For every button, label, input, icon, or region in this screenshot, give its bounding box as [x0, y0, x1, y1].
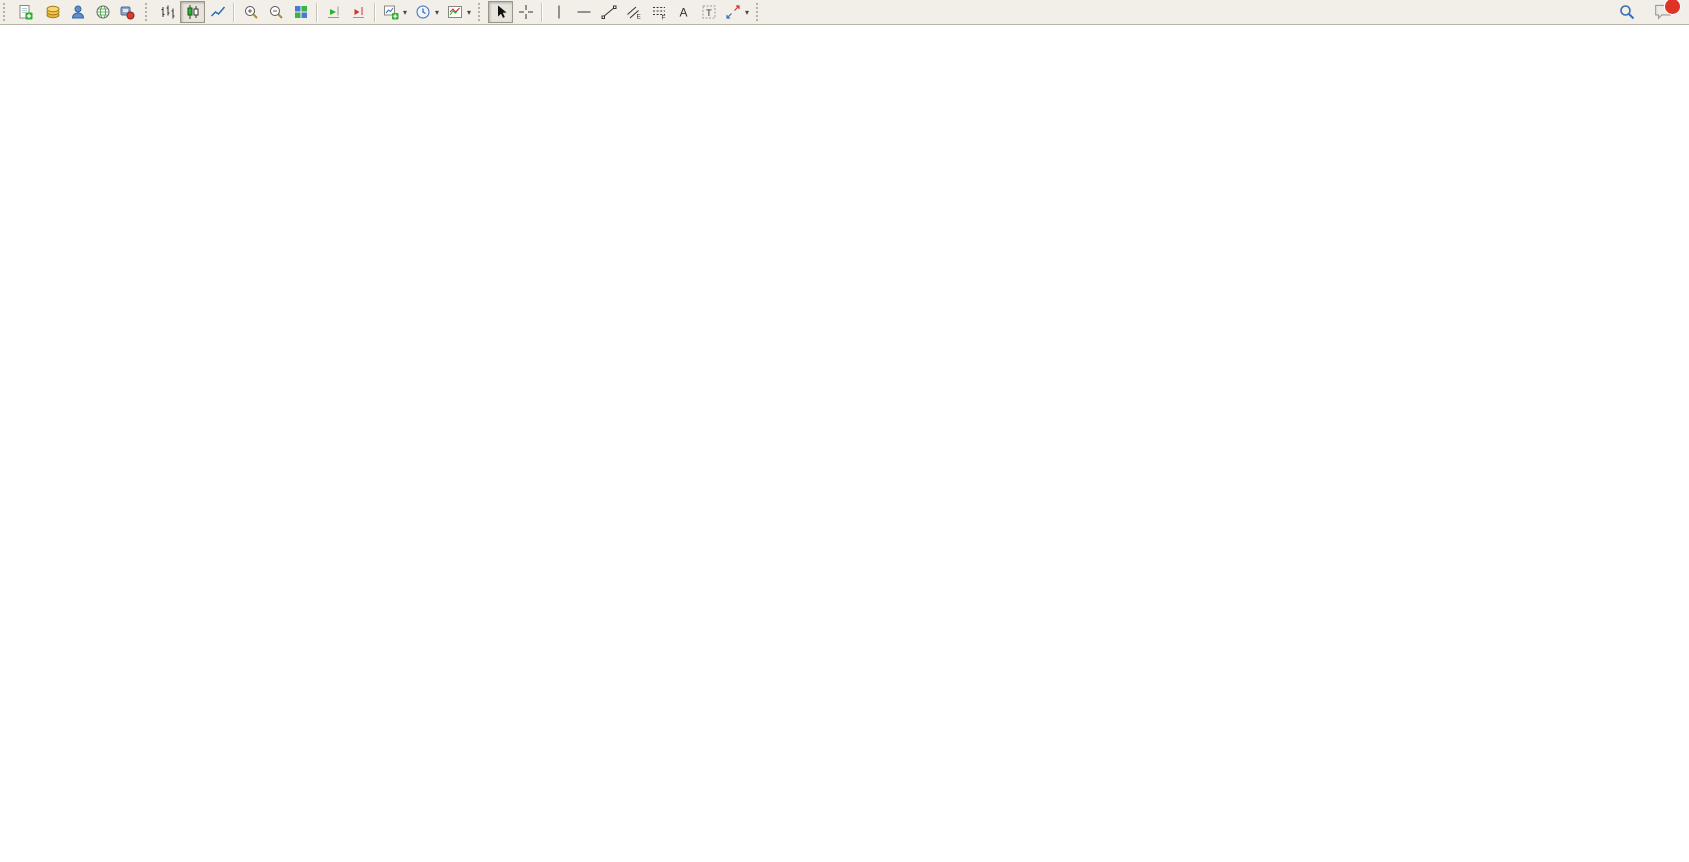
market-watch-button[interactable] [40, 1, 65, 23]
equidistant-channel-icon: E [626, 6, 641, 21]
line-chart-button[interactable] [205, 1, 230, 23]
crosshair-icon [518, 5, 533, 19]
arrows-tool-button[interactable]: ▾ [721, 1, 753, 23]
horizontal-line-tool-button[interactable] [571, 1, 596, 23]
zoom-in-button[interactable] [238, 1, 263, 23]
auto-scroll-icon [327, 6, 339, 18]
autotrading-button[interactable] [115, 1, 142, 23]
toolbar-grip[interactable] [3, 3, 10, 21]
vertical-line-tool-button[interactable] [546, 1, 571, 23]
templates-icon [448, 6, 463, 18]
fibonacci-icon: F [652, 7, 665, 21]
chart-shift-icon [352, 7, 364, 18]
trendline-tool-button[interactable] [596, 1, 621, 23]
navigator-globe-icon [96, 5, 109, 19]
data-window-button[interactable] [65, 1, 90, 23]
fibonacci-tool-button[interactable]: F [646, 1, 671, 23]
text-label-tool-button[interactable]: T [696, 1, 721, 23]
search-button[interactable] [1614, 1, 1639, 23]
new-chart-button[interactable]: ▾ [379, 1, 411, 23]
cursor-icon [497, 5, 507, 18]
new-order-icon [19, 5, 33, 20]
clock-icon [416, 5, 430, 19]
notification-badge [1664, 0, 1681, 15]
autotrading-icon [120, 6, 135, 20]
bar-chart-button[interactable] [155, 1, 180, 23]
horizontal-line-icon [577, 11, 591, 13]
main-toolbar: ▾ ▾ ▾ [0, 0, 1689, 25]
text-label-icon: T [702, 5, 716, 19]
zoom-in-icon [244, 6, 258, 19]
text-icon: A [679, 6, 687, 20]
toolbar-grip[interactable] [478, 3, 485, 21]
svg-text:A: A [679, 6, 687, 20]
svg-text:T: T [706, 8, 712, 19]
toolbar-grip[interactable] [145, 3, 152, 21]
line-chart-icon [210, 6, 225, 17]
candlestick-chart-icon [187, 5, 198, 19]
vertical-line-icon [558, 5, 560, 19]
chart-shift-button[interactable] [346, 1, 371, 23]
notifications-button[interactable] [1649, 0, 1681, 23]
bar-chart-icon [161, 5, 174, 19]
toolbar-right-icons [1614, 0, 1681, 23]
toolbar-separator [316, 2, 318, 22]
new-order-button[interactable] [13, 1, 40, 23]
svg-text:F: F [661, 15, 665, 21]
tile-windows-button[interactable] [288, 1, 313, 23]
cursor-tool-button[interactable] [488, 1, 514, 23]
crosshair-tool-button[interactable] [513, 1, 538, 23]
candlestick-chart-button[interactable] [180, 1, 205, 23]
market-watch-icon [46, 5, 59, 19]
tile-windows-icon [294, 6, 307, 18]
toolbar-grip[interactable] [756, 3, 763, 21]
arrows-tool-icon [726, 5, 740, 19]
new-chart-icon [384, 5, 399, 20]
trendline-icon [601, 5, 617, 19]
toolbar-separator [541, 2, 544, 22]
toolbar-separator [233, 2, 235, 22]
search-icon [1619, 5, 1634, 20]
zoom-out-icon [269, 6, 283, 19]
channel-tool-button[interactable]: E [621, 1, 646, 23]
data-window-icon [71, 5, 84, 19]
profiles-button[interactable]: ▾ [411, 1, 443, 23]
text-tool-button[interactable]: A [671, 1, 696, 23]
toolbar-separator [374, 2, 376, 22]
svg-text:E: E [636, 14, 641, 21]
auto-scroll-button[interactable] [321, 1, 346, 23]
zoom-out-button[interactable] [263, 1, 288, 23]
templates-button[interactable]: ▾ [443, 1, 475, 23]
navigator-button[interactable] [90, 1, 115, 23]
